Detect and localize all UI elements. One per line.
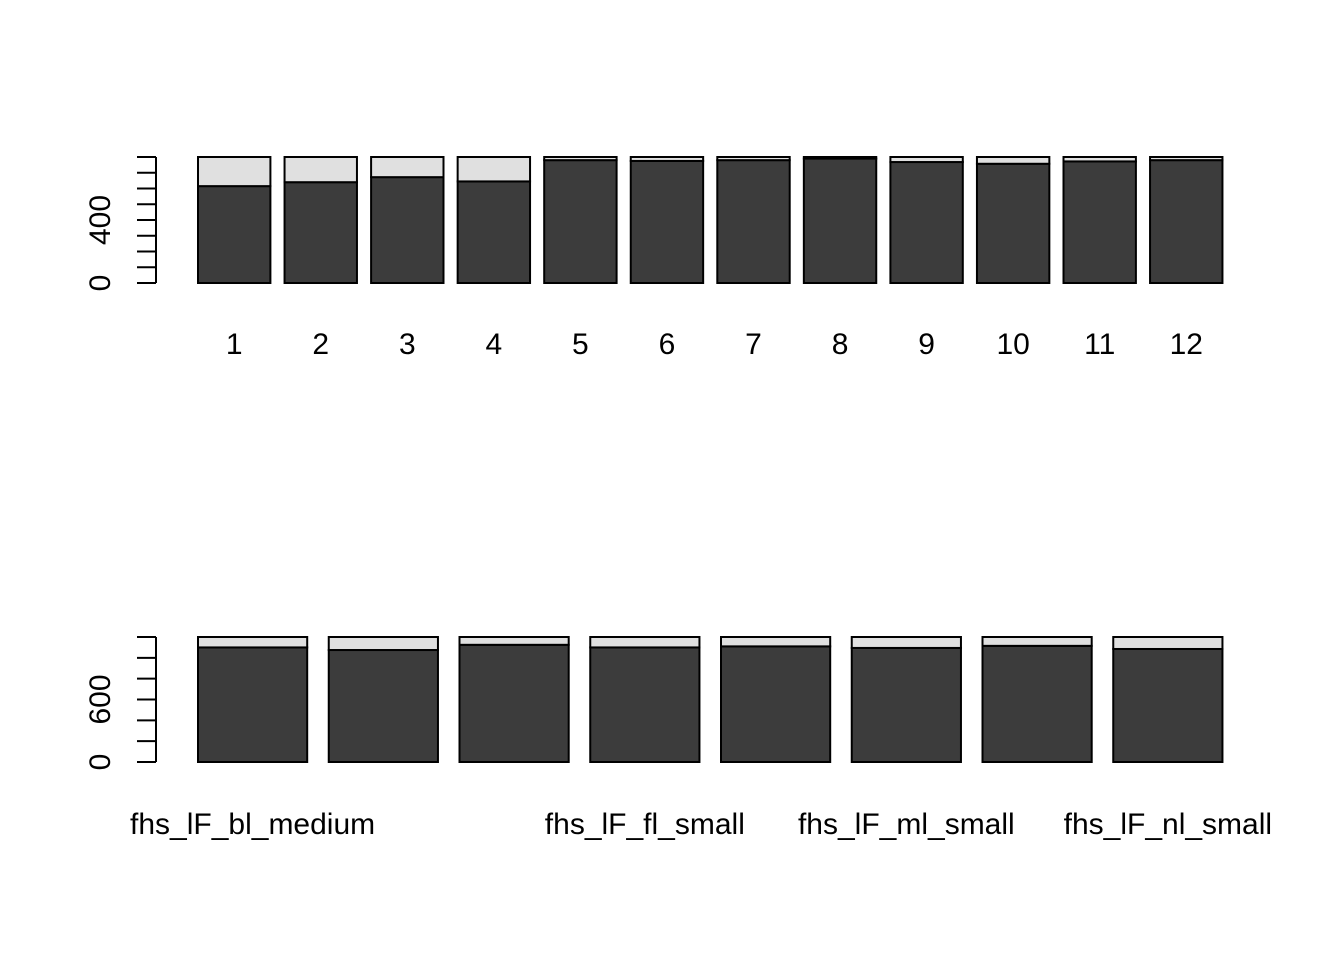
top-y-tick-label-400: 400 (84, 195, 117, 245)
top-bar-1-upper (197, 156, 272, 188)
bottom-y-axis: 0 600 (84, 636, 157, 771)
top-x-label-12: 12 (1170, 328, 1203, 361)
top-bar-1-lower (197, 185, 272, 284)
top-x-label-11: 11 (1084, 328, 1115, 361)
bottom-bar-2-upper (327, 636, 439, 652)
top-x-label-5: 5 (572, 328, 589, 361)
bottom-bar-4-lower (589, 646, 701, 764)
bottom-bar-6-upper (850, 636, 962, 649)
bottom-x-label-nl-small: fhs_lF_nl_small (1064, 808, 1272, 841)
bottom-x-label-fl-small: fhs_lF_fl_small (545, 808, 745, 841)
top-bar-11-upper (1062, 156, 1137, 163)
top-x-labels: 1 2 3 4 5 6 7 8 9 10 11 12 (226, 328, 1203, 361)
top-bar-9-upper (889, 156, 964, 164)
top-bar-2-upper (283, 156, 358, 184)
top-bar-2-lower (283, 181, 358, 284)
top-bar-4-lower (456, 180, 532, 285)
bottom-bar-8-lower (1112, 647, 1224, 764)
top-bar-11-lower (1062, 160, 1137, 284)
bottom-bar-chart: 0 600 fhs_lF_bl_medium fhs_lF_fl_small f… (84, 636, 1272, 841)
top-bar-3-upper (370, 156, 445, 179)
top-bar-9-lower (889, 161, 964, 284)
top-bar-8-lower (802, 157, 878, 284)
top-bar-4-upper (456, 156, 532, 183)
bottom-bar-3-upper (458, 636, 570, 646)
top-bar-chart: 0 400 1 2 3 4 5 6 7 8 9 10 11 12 (84, 156, 1224, 361)
top-bar-10-lower (975, 162, 1051, 285)
bottom-x-label-bl-medium: fhs_lF_bl_medium (130, 808, 375, 841)
bottom-bar-4-upper (589, 636, 701, 649)
top-x-label-7: 7 (745, 328, 762, 361)
bottom-y-tick-marks (137, 636, 156, 763)
top-bar-6-lower (629, 159, 705, 284)
top-x-label-9: 9 (918, 328, 935, 361)
top-x-label-2: 2 (312, 328, 329, 361)
top-bar-6-upper (629, 156, 705, 162)
top-x-label-8: 8 (832, 328, 849, 361)
top-x-label-10: 10 (996, 328, 1029, 361)
bottom-bar-6-lower (850, 646, 962, 763)
bottom-bar-7-lower (981, 644, 1093, 764)
top-bars (197, 156, 1224, 285)
top-y-tick-marks (137, 156, 156, 284)
bottom-x-label-ml-small: fhs_lF_ml_small (798, 808, 1015, 841)
top-x-label-1: 1 (226, 328, 243, 361)
top-x-label-4: 4 (486, 328, 503, 361)
top-bar-5-upper (543, 156, 618, 162)
bottom-bar-7-upper (981, 636, 1093, 647)
bottom-bar-2-lower (327, 649, 439, 763)
top-bar-5-lower (543, 159, 618, 284)
top-x-label-3: 3 (399, 328, 416, 361)
top-bar-10-upper (975, 156, 1051, 165)
bottom-bar-1-upper (197, 636, 309, 649)
bottom-bar-3-lower (458, 643, 570, 763)
bottom-x-labels: fhs_lF_bl_medium fhs_lF_fl_small fhs_lF_… (130, 808, 1272, 841)
top-bar-7-lower (716, 159, 791, 284)
bottom-bar-8-upper (1112, 636, 1224, 650)
bottom-bars (197, 636, 1224, 764)
top-bar-8-upper (802, 156, 878, 160)
bottom-y-tick-label-0: 0 (84, 754, 117, 771)
top-bar-12-lower (1149, 159, 1224, 284)
bottom-bar-1-lower (197, 646, 309, 764)
top-x-label-6: 6 (659, 328, 676, 361)
top-bar-7-upper (716, 156, 791, 162)
bottom-y-tick-label-600: 600 (84, 674, 117, 724)
top-y-axis: 0 400 (84, 156, 157, 292)
top-y-tick-label-0: 0 (84, 275, 117, 292)
top-bar-3-lower (370, 176, 445, 284)
top-bar-12-upper (1149, 156, 1224, 162)
bottom-bar-5-lower (720, 645, 832, 763)
bottom-bar-5-upper (720, 636, 832, 648)
